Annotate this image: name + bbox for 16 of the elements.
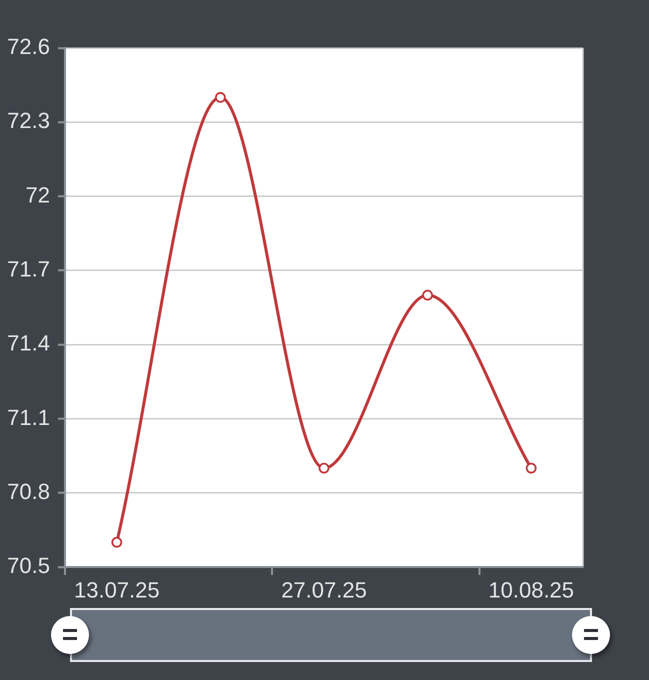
y-tick-label: 72.6 bbox=[7, 34, 50, 60]
x-tick-label: 13.07.25 bbox=[74, 577, 160, 602]
x-tick-label: 27.07.25 bbox=[281, 577, 367, 602]
y-tick-label: 70.8 bbox=[7, 478, 50, 504]
y-tick-label: 72.3 bbox=[7, 108, 50, 134]
x-tick-label: 10.08.25 bbox=[488, 577, 574, 602]
y-tick-label: 70.5 bbox=[7, 553, 50, 578]
y-tick-label: 71.4 bbox=[7, 330, 50, 356]
point bbox=[111, 536, 122, 548]
point bbox=[215, 92, 226, 103]
y-tick-label: 71.1 bbox=[7, 404, 50, 430]
y-tick-label: 72 bbox=[26, 182, 50, 208]
point bbox=[318, 462, 330, 474]
y-tick-label: 71.7 bbox=[7, 256, 50, 282]
point bbox=[422, 290, 433, 301]
point bbox=[526, 462, 537, 474]
